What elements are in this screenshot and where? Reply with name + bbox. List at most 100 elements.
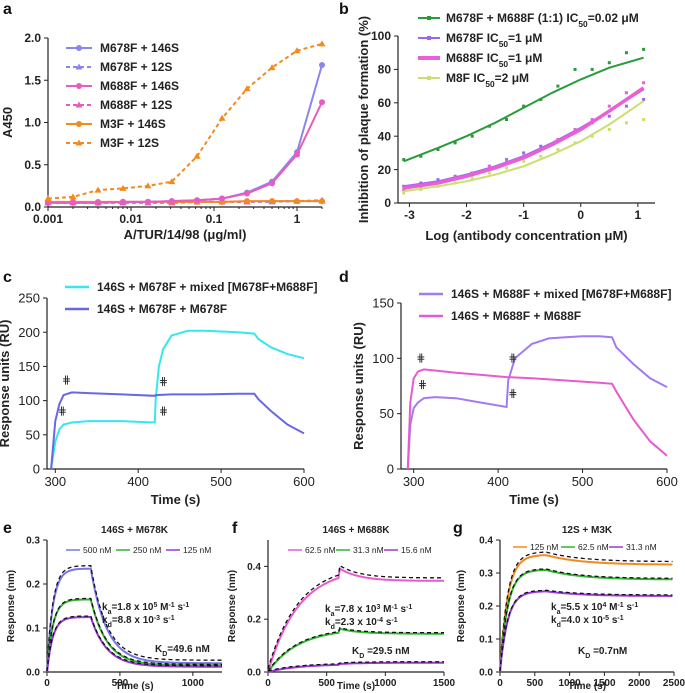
- kinetic-constant-part-5: -1: [617, 615, 623, 622]
- data-point: [607, 61, 611, 65]
- data-point: [294, 198, 301, 205]
- data-point: [419, 184, 423, 188]
- legend-marker: [75, 139, 83, 146]
- y-tick-label: 250: [18, 291, 40, 306]
- sensorgram-1: [406, 368, 668, 470]
- legend-marker: [76, 45, 82, 51]
- kinetic-constant-part-1: d: [557, 622, 561, 629]
- fit-curve-0: [499, 551, 673, 670]
- y-tick-label: 2.0: [24, 31, 41, 45]
- panel-title: 146S + M678K: [101, 525, 169, 536]
- kd-value: KD=49.6 nM: [155, 644, 210, 658]
- data-point: [505, 166, 509, 170]
- data-point: [193, 152, 201, 159]
- kinetic-constant-part-4: s: [160, 615, 169, 626]
- data-point: [269, 198, 276, 205]
- data-point: [590, 67, 594, 71]
- legend-label: 15.6 nM: [401, 545, 432, 555]
- data-point: [168, 198, 175, 205]
- legend-label-part-4: =1 μM: [508, 31, 542, 45]
- panel-a: 0.001 0.01 0.1 1 0.0 0.5 1.0 1.5 2.0 A/TUR/14/98 …: [0, 1, 326, 242]
- legend-label: M688F + 146S: [100, 79, 179, 93]
- data-point: [402, 191, 406, 195]
- kinetic-constant-part-8: -1: [406, 604, 412, 611]
- fit-curve-1: [46, 597, 222, 672]
- y-tick-label: 0.2: [26, 580, 40, 591]
- legend-marker: [76, 121, 82, 127]
- data-point: [318, 40, 326, 47]
- kinetic-constant-part-2: =8.8 x 10: [112, 615, 154, 626]
- kinetic-constant-part-7: s: [177, 602, 183, 613]
- panel-label: e: [3, 520, 12, 537]
- data-point: [402, 188, 406, 192]
- bli-curve-2: [499, 590, 673, 673]
- y-axis-label: A450: [0, 107, 15, 138]
- kinetic-constant-part-4: s: [383, 617, 392, 628]
- x-tick-label: 500: [318, 678, 335, 689]
- y-axis-label: Response (nm): [227, 570, 238, 642]
- legend-marker: [76, 83, 82, 89]
- data-point: [470, 171, 474, 175]
- panel-title: 12S + M3K: [562, 525, 613, 536]
- x-tick-label: 600: [656, 474, 678, 489]
- data-point: [45, 199, 51, 206]
- x-tick-label: 0.01: [119, 212, 143, 226]
- data-point: [590, 134, 594, 138]
- data-point: [436, 148, 440, 152]
- y-tick-label: 100: [371, 29, 391, 43]
- series-line-2: [48, 101, 323, 204]
- x-tick-label: -1: [518, 208, 529, 222]
- data-point: [244, 198, 251, 205]
- y-tick-label: 60: [378, 96, 392, 110]
- legend-label: M678F + 146S: [100, 41, 179, 55]
- data-point: [607, 104, 611, 108]
- y-tick-label: 0: [387, 462, 394, 477]
- kinetic-constant: ka=7.8 x 103 M-1 s-1: [325, 604, 412, 618]
- x-tick-label: 500: [210, 474, 232, 489]
- kinetic-constant: kd=4.0 x 10-5 s-1: [551, 615, 624, 629]
- kinetic-constant-part-0: k: [551, 602, 557, 613]
- data-point: [539, 97, 543, 101]
- data-point: [194, 197, 201, 204]
- legend-label-part-0: M688F: [446, 51, 483, 65]
- kd-value: KD =0.7nM: [578, 646, 627, 660]
- legend-marker: [75, 101, 83, 108]
- legend-label-part-0: M8F: [446, 71, 470, 85]
- panel-d: 300 400 500 600 0 50 100 150 Time (s) Response un…: [339, 269, 678, 507]
- injection-marker: ⋕: [508, 388, 517, 400]
- data-point: [268, 64, 276, 71]
- legend-marker: [427, 16, 431, 20]
- x-tick-label: 300: [403, 474, 425, 489]
- kinetic-constant-part-4: M: [380, 604, 391, 615]
- data-point: [556, 138, 560, 142]
- x-tick-label: 0.1: [206, 212, 223, 226]
- kinetic-constant-part-3: -4: [377, 617, 383, 624]
- data-point: [642, 118, 646, 121]
- kinetic-constant-part-1: a: [108, 609, 112, 616]
- y-tick-label: 0.3: [26, 536, 40, 547]
- data-point: [219, 195, 226, 202]
- legend-label: 146S + M688F + M688F: [451, 309, 581, 323]
- bli-curve-0: [499, 554, 673, 673]
- legend-marker: [75, 63, 83, 70]
- y-tick-label: 0.3: [479, 569, 493, 580]
- data-point: [419, 154, 423, 158]
- legend-label-part-4: =2 μM: [495, 71, 529, 85]
- kinetic-constant-part-1: d: [331, 624, 335, 631]
- legend-label-part-3: 50: [499, 59, 509, 69]
- x-tick-label: 1500: [433, 678, 456, 689]
- legend-label: 125 nM: [530, 542, 558, 552]
- kinetic-constant-part-2: =2.3 x 10: [335, 617, 377, 628]
- data-point: [436, 178, 440, 182]
- data-point: [402, 158, 406, 162]
- y-tick-label: 0: [384, 196, 391, 210]
- panel-g: 0 500 1000 1500 2000 2500 0.0 0.1 0.2 0.3 0.4 Time …: [453, 520, 685, 692]
- data-point: [573, 128, 577, 132]
- x-axis-label: Log (antibody concentration μM): [425, 228, 627, 243]
- kinetic-constant: kd=2.3 x 10-4 s-1: [325, 617, 398, 631]
- kd-value-part-2: =29.5 nM: [364, 646, 409, 657]
- kd-value-part-1: D: [359, 653, 364, 660]
- data-point: [607, 128, 611, 132]
- data-point: [624, 91, 628, 95]
- fit-curve-0: [403, 56, 644, 163]
